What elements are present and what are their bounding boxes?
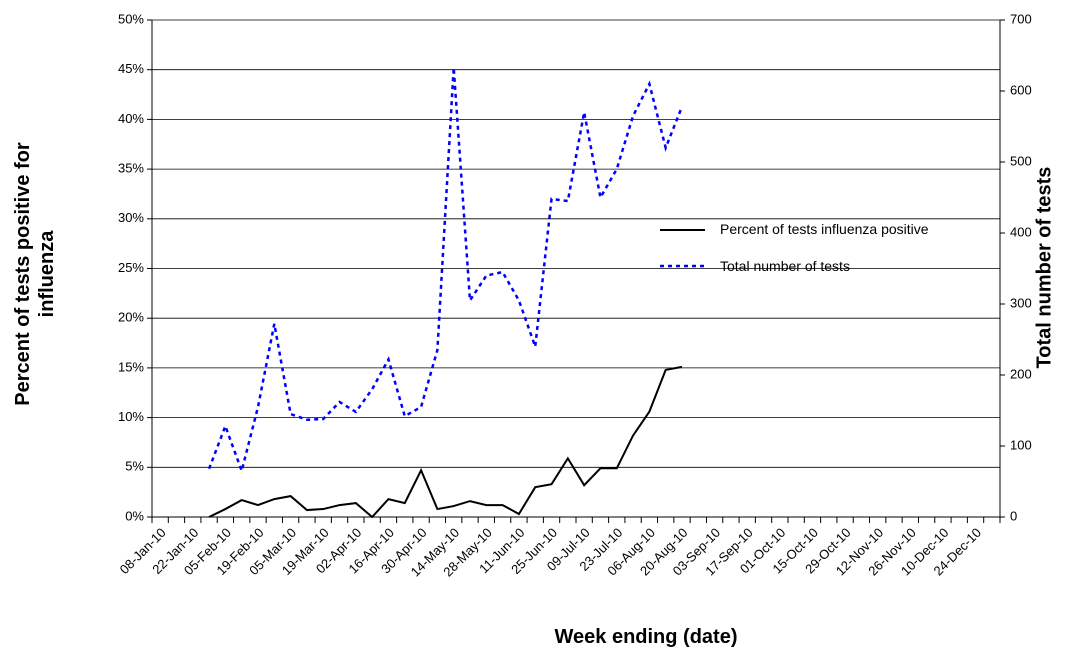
y-tick-label: 15% (118, 359, 144, 374)
y2-tick-label: 500 (1010, 153, 1032, 168)
y2-tick-label: 700 (1010, 11, 1032, 26)
y-tick-label: 10% (118, 409, 144, 424)
series-line (207, 67, 684, 476)
y-tick-label: 0% (125, 508, 144, 523)
y-tick-label: 50% (118, 11, 144, 26)
legend-label: Total number of tests (720, 258, 850, 274)
y-tick-label: 30% (118, 210, 144, 225)
y2-tick-label: 300 (1010, 295, 1032, 310)
y-tick-label: 20% (118, 310, 144, 325)
x-axis-title: Week ending (date) (554, 626, 738, 648)
y-axis-title: Percent of tests positive for influenza (12, 142, 58, 406)
y2-tick-label: 600 (1010, 82, 1032, 97)
y-tick-label: 25% (118, 260, 144, 275)
y-tick-label: 5% (125, 459, 144, 474)
y2-tick-label: 200 (1010, 366, 1032, 381)
legend-label: Percent of tests influenza positive (720, 221, 929, 237)
y-tick-label: 40% (118, 111, 144, 126)
y2-tick-label: 0 (1010, 508, 1017, 523)
series-line (208, 365, 683, 519)
y-tick-label: 45% (118, 61, 144, 76)
y2-axis-title: Total number of tests (1033, 166, 1056, 369)
y2-tick-label: 100 (1010, 437, 1032, 452)
y2-tick-label: 400 (1010, 224, 1032, 239)
y-tick-label: 35% (118, 161, 144, 176)
